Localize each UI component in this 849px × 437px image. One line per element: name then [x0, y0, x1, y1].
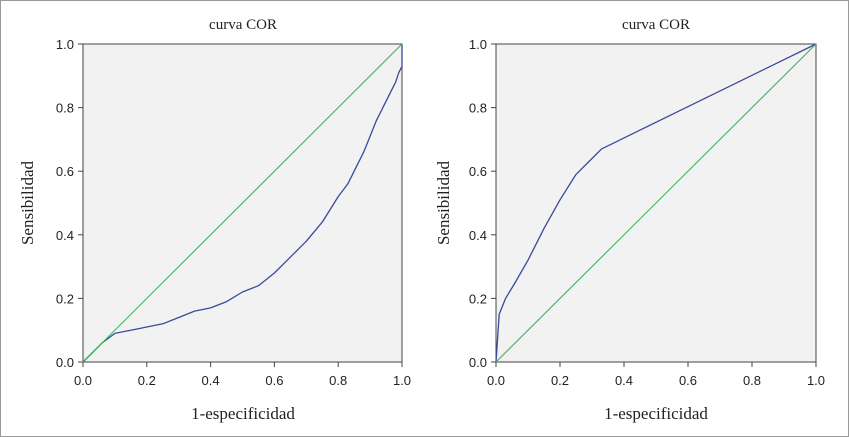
chart-right-xtick-label: 0.0 — [487, 373, 505, 388]
chart-right-ytick-label: 1.0 — [469, 37, 487, 52]
chart-right-xtick-label: 0.2 — [551, 373, 569, 388]
chart-left-roc-curve — [82, 44, 403, 363]
chart-right-title: curva COR — [622, 17, 690, 33]
chart-right-xtick-label: 0.6 — [679, 373, 697, 388]
chart-left-xtick-label: 0.0 — [74, 373, 92, 388]
chart-left-xtick-label: 0.6 — [265, 373, 283, 388]
chart-left-ytick-label: 0.8 — [56, 101, 74, 116]
chart-left-ytick-label: 0.4 — [56, 228, 74, 243]
chart-right-xtick-label: 1.0 — [807, 373, 825, 388]
chart-right-ytick-label: 0.4 — [469, 228, 487, 243]
chart-right-ytick-label: 0.8 — [469, 101, 487, 116]
chart-right: curva COR 1-especificidad Sensibilidad 0… — [434, 17, 825, 423]
chart-right-ytick-label: 0.0 — [469, 355, 487, 370]
chart-left-xtick-label: 1.0 — [393, 373, 411, 388]
chart-right-ytick-label: 0.2 — [469, 291, 487, 306]
chart-right-reference-line — [495, 43, 817, 363]
chart-left-ytick-label: 0.0 — [56, 355, 74, 370]
chart-left-title: curva COR — [209, 17, 277, 33]
chart-left-xlabel: 1-especificidad — [191, 404, 295, 423]
chart-right-ytick-label: 0.6 — [469, 164, 487, 179]
chart-left-xtick-label: 0.4 — [202, 373, 220, 388]
chart-right-roc-curve — [495, 43, 817, 363]
chart-left-reference-line — [82, 43, 403, 363]
chart-left-ylabel: Sensibilidad — [18, 160, 37, 245]
chart-left-xtick-label: 0.2 — [138, 373, 156, 388]
chart-left-ytick-label: 0.2 — [56, 291, 74, 306]
chart-right-xtick-label: 0.4 — [615, 373, 633, 388]
chart-left-xtick-label: 0.8 — [329, 373, 347, 388]
chart-right-xtick-label: 0.8 — [743, 373, 761, 388]
chart-right-ylabel: Sensibilidad — [434, 160, 453, 245]
chart-left-ytick-label: 0.6 — [56, 164, 74, 179]
chart-left: curva COR 1-especificidad Sensibilidad 0… — [18, 17, 411, 423]
chart-left-ytick-label: 1.0 — [56, 37, 74, 52]
chart-right-xlabel: 1-especificidad — [604, 404, 708, 423]
